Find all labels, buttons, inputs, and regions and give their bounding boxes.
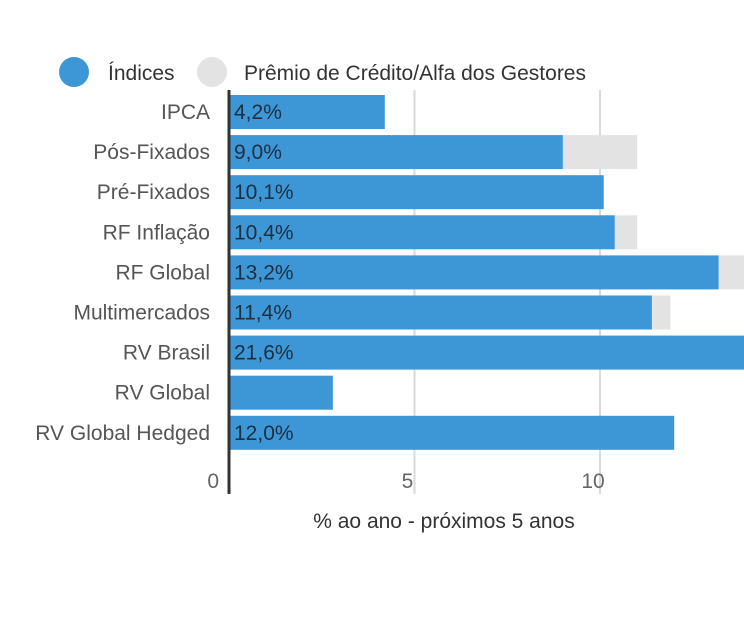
bar-0-5 — [229, 295, 652, 330]
category-label-1: Pós-Fixados — [93, 141, 210, 164]
data-label-2: 10,1% — [234, 181, 294, 204]
bar-1-3 — [614, 215, 638, 250]
bar-1-1 — [562, 135, 638, 170]
category-labels: IPCA Pós-Fixados Pré-Fixados RF Inflação RF … — [35, 101, 210, 445]
legend-label-1: Prêmio de Crédito/Alfa dos Gestores — [244, 62, 586, 85]
category-label-0: IPCA — [161, 101, 210, 124]
bar-0-2 — [229, 175, 604, 210]
x-axis-title: % ao ano - próximos 5 anos — [313, 510, 574, 533]
category-label-2: Pré-Fixados — [97, 181, 210, 204]
legend: Índices Prêmio de Crédito/Alfa dos Gestor… — [59, 57, 586, 87]
category-label-4: RF Global — [115, 261, 210, 284]
data-label-4: 13,2% — [234, 261, 294, 284]
legend-marker-0 — [59, 57, 89, 87]
category-label-8: RV Global Hedged — [35, 422, 210, 445]
category-label-6: RV Brasil — [123, 342, 210, 365]
data-label-5: 11,4% — [234, 302, 292, 325]
data-label-1: 9,0% — [234, 141, 282, 164]
bar-0-4 — [229, 255, 719, 290]
category-label-7: RV Global — [115, 382, 210, 405]
data-label-6: 21,6% — [234, 342, 294, 365]
x-tick-label-0: 0 — [207, 470, 219, 493]
bar-0-7 — [229, 375, 333, 410]
data-label-0: 4,2% — [234, 101, 282, 124]
x-tick-labels: 05101520 — [207, 470, 604, 493]
bar-1-4 — [718, 255, 744, 290]
bar-1-5 — [651, 295, 671, 330]
x-tick-label-2: 10 — [581, 470, 604, 493]
x-tick-label-1: 5 — [402, 470, 414, 493]
bar-0-0 — [229, 95, 385, 129]
legend-marker-1 — [197, 57, 227, 87]
bar-0-3 — [229, 215, 615, 250]
category-label-3: RF Inflação — [103, 221, 210, 244]
data-label-3: 10,4% — [234, 221, 294, 244]
category-label-5: Multimercados — [73, 302, 210, 325]
data-label-8: 12,0% — [234, 422, 294, 445]
bar-0-1 — [229, 135, 563, 170]
legend-label-0: Índices — [108, 62, 175, 85]
bar-0-8 — [229, 415, 675, 450]
bars: 4,2% 9,0% 10,1% 10,4% 13,2% 11,4% 21,6% 12,0% — [229, 95, 744, 450]
bar-0-6 — [229, 335, 744, 370]
